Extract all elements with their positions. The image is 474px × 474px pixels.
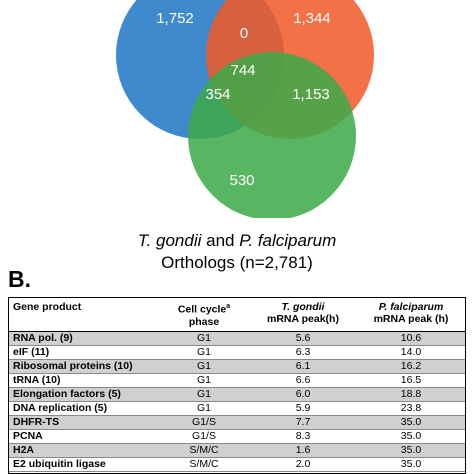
- section-label: B.: [8, 266, 31, 292]
- header-gene-product: Gene product: [9, 298, 159, 332]
- cell-plasmodium-peak: 35.0: [357, 429, 465, 444]
- cell-cycle-phase: G1/S: [159, 415, 249, 430]
- caption-species-plasmodium: P. falciparum: [239, 231, 337, 250]
- venn-count-blue-green: 354: [205, 86, 230, 103]
- header-cell-cycle: Cell cyclea phase: [159, 298, 249, 332]
- table-row: eIF (11) G1 6.3 14.0: [9, 345, 465, 360]
- table-row: E2 ubiquitin ligase S/M/C 2.0 35.0: [9, 457, 465, 472]
- cell-gene-product: PCNA: [9, 429, 159, 444]
- caption-and: and: [201, 231, 240, 250]
- cell-cycle-phase: G1: [159, 387, 249, 402]
- cell-gene-product: DNA replication (5): [9, 401, 159, 416]
- cell-plasmodium-peak: 23.8: [357, 401, 465, 416]
- table-row: PCNA G1/S 8.3 35.0: [9, 429, 465, 444]
- cell-plasmodium-peak: 16.5: [357, 373, 465, 388]
- venn-count-blue-only: 1,752: [156, 10, 194, 27]
- cell-gene-product: eIF (11): [9, 345, 159, 360]
- cell-toxoplasma-peak: 7.7: [249, 415, 357, 430]
- cell-gene-product: E2 ubiquitin ligase: [9, 457, 159, 472]
- caption-species-toxoplasma: T. gondii: [137, 231, 202, 250]
- header-plasmodium-peak: P. falciparum mRNA peak (h): [357, 298, 465, 332]
- table-header-row: Gene product Cell cyclea phase T. gondii m…: [9, 298, 465, 332]
- table-row: tRNA (10) G1 6.6 16.5: [9, 373, 465, 388]
- cell-toxoplasma-peak: 6.6: [249, 373, 357, 388]
- cell-gene-product: H2A: [9, 443, 159, 458]
- venn-count-green-only: 530: [229, 172, 254, 189]
- cell-gene-product: Elongation factors (5): [9, 387, 159, 402]
- table-row: RNA pol. (9) G1 5.6 10.6: [9, 331, 465, 346]
- cell-gene-product: DHFR-TS: [9, 415, 159, 430]
- venn-circle-green: [188, 52, 356, 218]
- venn-count-orange-only: 1,344: [293, 10, 331, 27]
- venn-count-all-three: 744: [230, 62, 255, 79]
- cell-plasmodium-peak: 16.2: [357, 359, 465, 374]
- cell-plasmodium-peak: 10.6: [357, 331, 465, 346]
- table-row: Elongation factors (5) G1 6.0 18.8: [9, 387, 465, 402]
- table-row: DNA replication (5) G1 5.9 23.8: [9, 401, 465, 416]
- mrna-peak-table: Gene product Cell cyclea phase T. gondii m…: [8, 297, 466, 474]
- cell-cycle-phase: G1: [159, 373, 249, 388]
- cell-plasmodium-peak: 35.0: [357, 443, 465, 458]
- table-row: H2A S/M/C 1.6 35.0: [9, 443, 465, 458]
- cell-cycle-phase: G1: [159, 359, 249, 374]
- table-row: DHFR-TS G1/S 7.7 35.0: [9, 415, 465, 430]
- header-toxoplasma-peak: T. gondii mRNA peak(h): [249, 298, 357, 332]
- cell-cycle-phase: S/M/C: [159, 443, 249, 458]
- cell-toxoplasma-peak: 5.6: [249, 331, 357, 346]
- venn-caption-line2: Orthologs (n=2,781): [161, 253, 313, 272]
- cell-gene-product: RNA pol. (9): [9, 331, 159, 346]
- cell-cycle-phase: G1: [159, 345, 249, 360]
- venn-count-orange-green: 1,153: [292, 86, 330, 103]
- cell-cycle-phase: S/M/C: [159, 457, 249, 472]
- cell-toxoplasma-peak: 5.9: [249, 401, 357, 416]
- venn-count-blue-orange: 0: [240, 25, 248, 42]
- cell-toxoplasma-peak: 6.1: [249, 359, 357, 374]
- cell-toxoplasma-peak: 1.6: [249, 443, 357, 458]
- cell-plasmodium-peak: 14.0: [357, 345, 465, 360]
- cell-toxoplasma-peak: 6.0: [249, 387, 357, 402]
- cell-gene-product: Ribosomal proteins (10): [9, 359, 159, 374]
- cell-cycle-phase: G1: [159, 331, 249, 346]
- cell-plasmodium-peak: 35.0: [357, 457, 465, 472]
- cell-cycle-phase: G1/S: [159, 429, 249, 444]
- cell-plasmodium-peak: 35.0: [357, 415, 465, 430]
- cell-plasmodium-peak: 18.8: [357, 387, 465, 402]
- cell-gene-product: tRNA (10): [9, 373, 159, 388]
- cell-toxoplasma-peak: 6.3: [249, 345, 357, 360]
- cell-toxoplasma-peak: 2.0: [249, 457, 357, 472]
- venn-diagram: 1,752 0 1,344 744 354 1,153 530: [116, 0, 374, 218]
- cell-cycle-phase: G1: [159, 401, 249, 416]
- venn-caption-line1: T. gondii and P. falciparum: [0, 231, 474, 251]
- table-row: Ribosomal proteins (10) G1 6.1 16.2: [9, 359, 465, 374]
- cell-toxoplasma-peak: 8.3: [249, 429, 357, 444]
